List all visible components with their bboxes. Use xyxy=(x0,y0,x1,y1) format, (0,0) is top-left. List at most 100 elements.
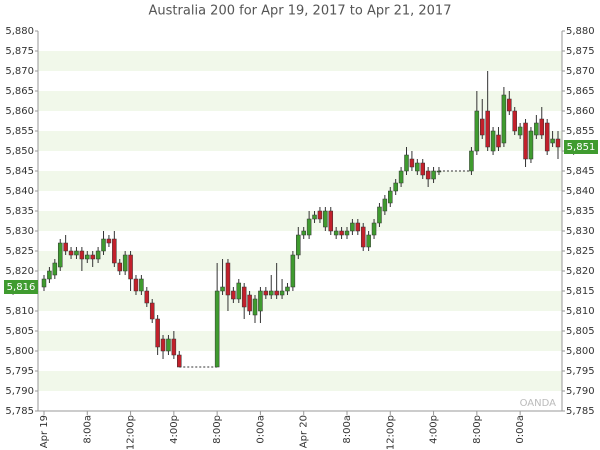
y-tick-label: 5,865 xyxy=(566,86,595,97)
y-tick-label: 5,800 xyxy=(5,346,34,357)
candle-body xyxy=(333,230,339,236)
y-tick-label: 5,820 xyxy=(5,266,34,277)
y-tick-label: 5,810 xyxy=(566,306,595,317)
candle-body xyxy=(350,222,355,232)
price-marker-label: 5,816 xyxy=(7,282,36,293)
y-tick-label: 5,805 xyxy=(566,326,595,337)
candle-body xyxy=(149,302,155,320)
candle-body xyxy=(220,286,225,292)
candle-body xyxy=(415,162,420,172)
y-tick-label: 5,835 xyxy=(566,206,595,217)
candle-body xyxy=(274,290,279,296)
candle-body xyxy=(112,238,117,264)
plot-band xyxy=(38,211,562,231)
y-tick-label: 5,870 xyxy=(566,66,595,77)
y-tick-label: 5,830 xyxy=(566,226,595,237)
y-tick-label: 5,845 xyxy=(566,166,595,177)
candle-body xyxy=(279,290,285,296)
y-tick-label: 5,785 xyxy=(566,406,595,417)
x-tick-label: 8:00a xyxy=(82,415,93,444)
candle-body xyxy=(360,226,366,248)
candle-body xyxy=(296,234,301,256)
candle-body xyxy=(85,254,90,260)
candle-body xyxy=(344,230,350,236)
candle-body xyxy=(122,254,128,272)
candle-body xyxy=(117,262,122,272)
candle-body xyxy=(263,290,269,296)
candle-body xyxy=(485,110,490,148)
candle-body xyxy=(404,154,409,172)
candle-body xyxy=(144,290,150,304)
candle-body xyxy=(268,290,274,296)
candle-body xyxy=(90,254,95,260)
candle-body xyxy=(139,278,144,292)
chart-title: Australia 200 for Apr 19, 2017 to Apr 21… xyxy=(149,4,452,19)
candle-body xyxy=(63,242,68,252)
candle-body xyxy=(231,290,236,300)
y-tick-label: 5,790 xyxy=(5,386,34,397)
plot-band xyxy=(38,291,562,311)
y-tick-label: 5,840 xyxy=(566,186,595,197)
price-marker xyxy=(4,280,38,294)
candle-body xyxy=(317,210,323,220)
candle-body xyxy=(431,170,436,180)
candle-body xyxy=(517,126,523,136)
plot-band xyxy=(38,371,562,391)
candle-body xyxy=(74,250,79,256)
candle-body xyxy=(507,98,512,112)
y-tick-label: 5,860 xyxy=(566,106,595,117)
price-marker xyxy=(564,140,598,154)
x-tick-label: 4:00p xyxy=(429,415,440,444)
candle-body xyxy=(106,238,112,244)
candle-body xyxy=(480,118,485,136)
candle-body xyxy=(523,122,528,160)
candle-body xyxy=(555,138,561,148)
y-tick-label: 5,845 xyxy=(5,166,34,177)
plot-band xyxy=(38,51,562,71)
y-tick-label: 5,830 xyxy=(5,226,34,237)
x-tick-label: 4:00p xyxy=(169,415,180,444)
candle-body xyxy=(290,254,296,288)
y-tick-label: 5,785 xyxy=(5,406,34,417)
y-tick-label: 5,825 xyxy=(5,246,34,257)
candle-body xyxy=(496,134,501,148)
candle-body xyxy=(252,298,258,316)
candle-body xyxy=(371,222,377,236)
candle-body xyxy=(398,170,404,184)
candle-body xyxy=(247,294,252,312)
watermark: OANDA xyxy=(520,398,557,409)
candle-body xyxy=(409,158,415,168)
candle-body xyxy=(301,230,306,236)
y-tick-label: 5,880 xyxy=(566,26,595,37)
candle-body xyxy=(323,210,328,228)
candle-body xyxy=(101,238,106,252)
candle-body xyxy=(52,262,58,276)
candle-body xyxy=(95,250,101,260)
y-tick-label: 5,805 xyxy=(5,326,34,337)
candle-body xyxy=(425,170,431,180)
x-tick-label: 8:00p xyxy=(472,415,483,444)
candle-body xyxy=(171,338,177,356)
candle-body xyxy=(41,278,47,288)
y-tick-label: 5,825 xyxy=(566,246,595,257)
candle-body xyxy=(534,122,539,136)
candle-body xyxy=(236,282,242,300)
candle-body xyxy=(241,286,247,308)
y-tick-label: 5,875 xyxy=(5,46,34,57)
candle-body xyxy=(544,122,550,152)
candle-body xyxy=(382,198,388,212)
candle-body xyxy=(328,210,334,232)
candle-body xyxy=(366,234,371,248)
x-tick-label: 12:00p xyxy=(385,415,396,450)
candle-body xyxy=(68,250,74,256)
candle-body xyxy=(177,354,182,368)
candle-body xyxy=(160,338,166,352)
candle-body xyxy=(47,270,52,280)
candle-body xyxy=(339,230,344,236)
candle-body xyxy=(258,290,263,312)
candle-body xyxy=(312,214,317,220)
candle-body xyxy=(420,162,425,176)
candle-body xyxy=(285,286,290,292)
y-tick-label: 5,860 xyxy=(5,106,34,117)
